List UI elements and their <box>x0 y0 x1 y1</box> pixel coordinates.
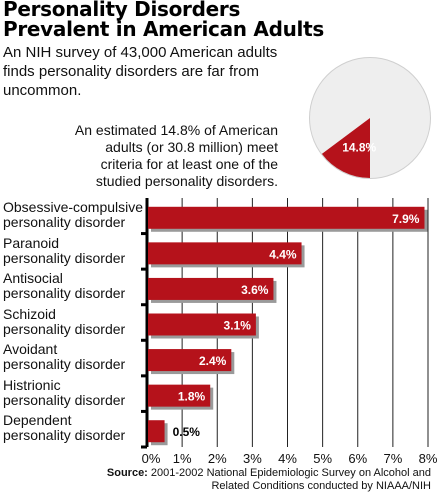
pie-slice-label: 14.8% <box>342 140 376 154</box>
category-label: Histrionic <box>3 376 61 393</box>
x-tick-label: 2% <box>208 451 227 466</box>
bar <box>148 242 302 265</box>
intro-text: An NIH survey of 43,000 American adults … <box>3 44 278 99</box>
x-tick-label: 6% <box>348 451 367 466</box>
source-text: 2001-2002 National Epidemiologic Survey … <box>150 467 431 492</box>
bar <box>148 349 232 372</box>
bar <box>148 420 165 443</box>
source-note: Source: 2001-2002 National Epidemiologic… <box>91 467 431 493</box>
category-label: personality disorder <box>3 249 126 266</box>
bar-value-label: 0.5% <box>173 425 201 439</box>
x-tick-label: 4% <box>278 451 297 466</box>
category-label: Dependent <box>3 412 72 429</box>
estimate-text: An estimated 14.8% of American adults (o… <box>74 122 278 189</box>
category-label: personality disorder <box>3 320 126 337</box>
page-title: Personality Disorders Prevalent in Ameri… <box>3 0 437 39</box>
bar <box>148 384 211 407</box>
x-tick-label: 5% <box>313 451 332 466</box>
bar-value-label: 3.6% <box>241 283 269 297</box>
x-tick-label: 1% <box>173 451 192 466</box>
bar-value-label: 3.1% <box>224 319 252 333</box>
category-label: personality disorder <box>3 285 126 302</box>
category-label: personality disorder <box>3 214 126 230</box>
category-label: personality disorder <box>3 391 126 408</box>
x-tick-label: 8% <box>419 451 438 466</box>
x-tick-label: 7% <box>383 451 402 466</box>
category-label: Antisocial <box>3 270 63 287</box>
title-line-2: Prevalent in American Adults <box>3 17 324 41</box>
bar <box>148 277 274 300</box>
bar <box>148 313 256 336</box>
bar-value-label: 4.4% <box>269 247 297 261</box>
bar-value-label: 7.9% <box>392 212 420 226</box>
title-line-1: Personality Disorders <box>3 0 241 21</box>
source-label: Source: <box>106 467 148 479</box>
category-label: Avoidant <box>3 341 58 358</box>
bar <box>148 206 425 229</box>
category-label: Schizoid <box>3 305 56 322</box>
x-tick-label: 3% <box>243 451 262 466</box>
category-label: personality disorder <box>3 356 126 373</box>
bar-value-label: 1.8% <box>178 390 206 404</box>
pie-slice <box>321 118 370 178</box>
bar-value-label: 2.4% <box>199 354 227 368</box>
category-label: personality disorder <box>3 427 126 444</box>
category-label: Paranoid <box>3 234 60 251</box>
category-label: Obsessive-compulsive <box>3 199 144 215</box>
x-tick-label: 0% <box>142 451 161 466</box>
